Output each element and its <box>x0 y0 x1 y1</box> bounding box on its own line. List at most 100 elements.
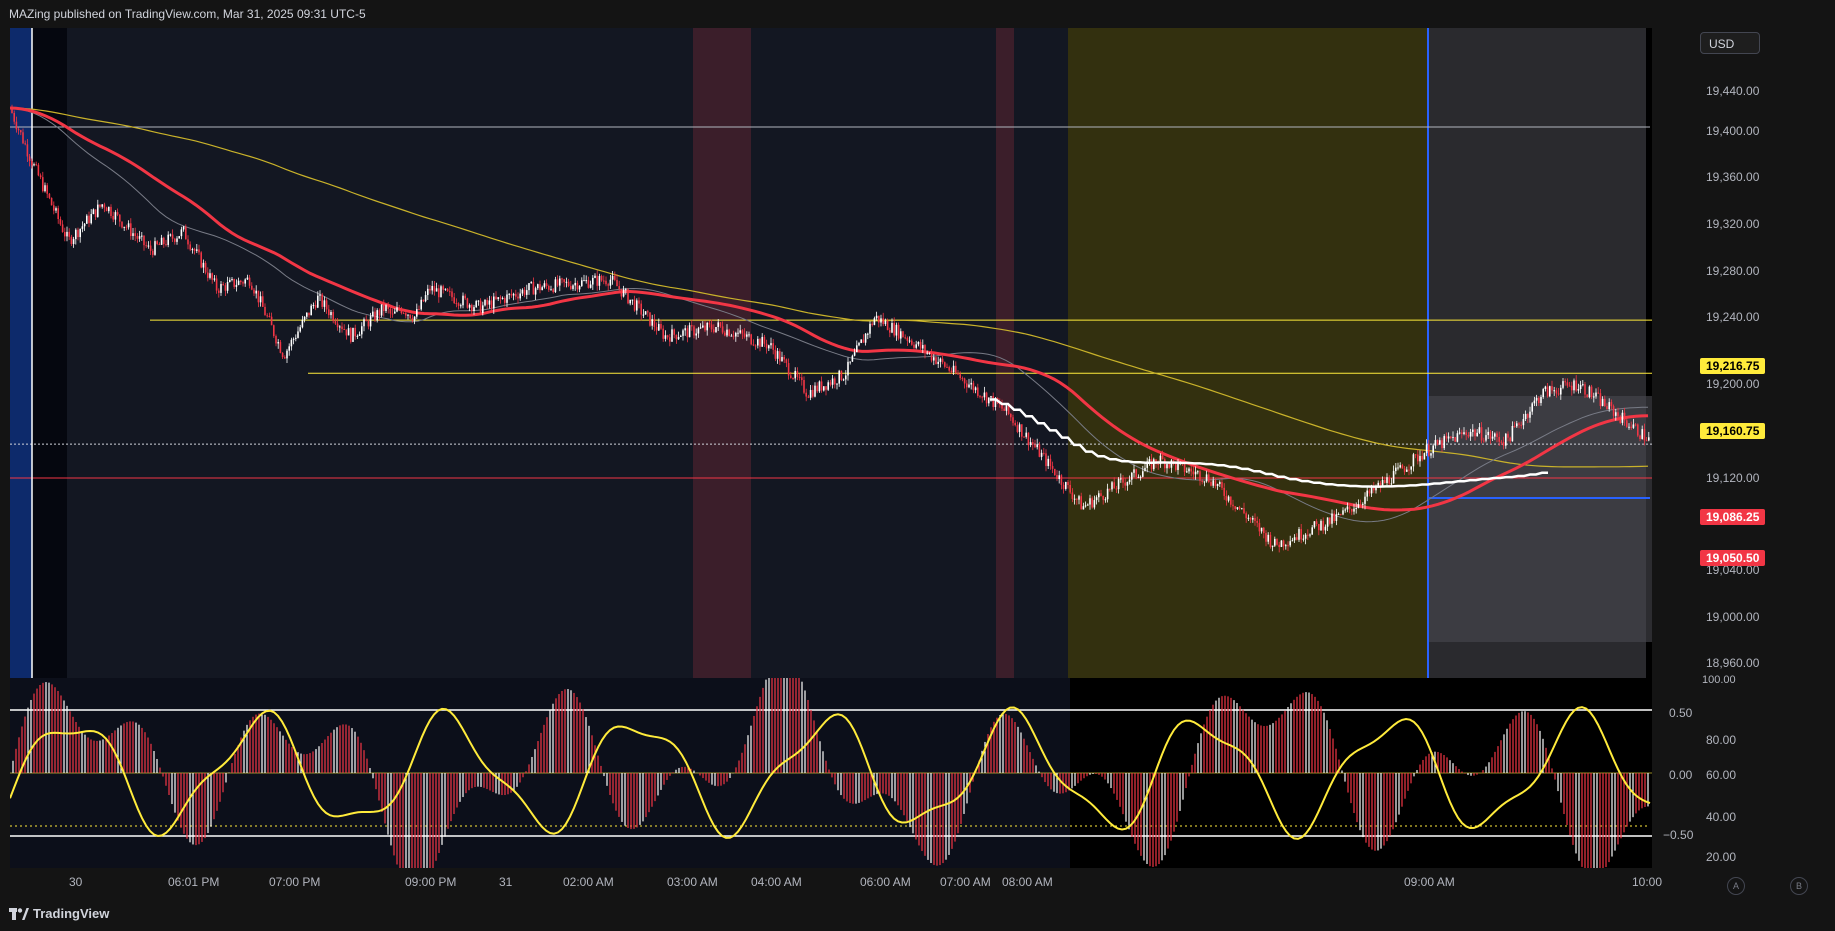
candle <box>466 297 469 309</box>
candle <box>1430 452 1432 459</box>
candle <box>1353 503 1355 515</box>
candle <box>792 377 794 380</box>
candle <box>748 331 750 338</box>
candle <box>1318 523 1320 536</box>
candle <box>105 206 108 212</box>
candle <box>1192 466 1195 480</box>
candle <box>1529 406 1531 423</box>
candle <box>878 315 880 328</box>
candle <box>856 340 858 353</box>
candle <box>1472 424 1474 437</box>
candle <box>1637 423 1639 438</box>
candle <box>433 281 436 296</box>
tradingview-logo[interactable]: TradingView <box>9 906 109 921</box>
candle <box>796 367 799 381</box>
price-chart[interactable] <box>10 28 1652 678</box>
candle <box>446 288 449 292</box>
candle <box>1544 385 1547 392</box>
price-tick: 19,280.00 <box>1706 264 1760 278</box>
log-scale-button[interactable]: B <box>1790 877 1808 895</box>
candle <box>961 376 964 382</box>
candle <box>570 280 572 291</box>
auto-scale-button[interactable]: A <box>1727 877 1745 895</box>
candle <box>565 277 568 288</box>
candle <box>900 328 902 344</box>
candle <box>1252 515 1254 523</box>
osc-tick-left: 0.50 <box>1669 706 1693 720</box>
oscillator-pane[interactable] <box>10 678 1652 868</box>
candle <box>1258 518 1261 537</box>
candle <box>1043 447 1045 456</box>
candle <box>1329 517 1331 526</box>
candle <box>1045 449 1047 472</box>
candle <box>257 290 260 308</box>
candle <box>147 241 150 249</box>
candle <box>1267 532 1269 545</box>
candle <box>288 343 290 356</box>
candle <box>1630 421 1632 430</box>
candle <box>121 221 123 229</box>
candle <box>391 308 394 318</box>
candle <box>1311 524 1313 535</box>
candle <box>99 204 101 209</box>
oscillator-svg[interactable] <box>10 678 1652 868</box>
candle <box>277 339 279 349</box>
candle <box>985 391 988 407</box>
candle <box>849 361 851 365</box>
candle <box>1489 430 1492 444</box>
candle <box>1474 428 1476 441</box>
candle <box>638 297 640 309</box>
candle <box>592 275 594 290</box>
candle <box>1243 502 1245 515</box>
candle <box>209 269 211 280</box>
candle <box>1362 502 1364 509</box>
candle <box>1641 425 1643 440</box>
candle <box>1450 436 1452 440</box>
candle <box>1102 495 1104 505</box>
candle <box>1535 394 1538 407</box>
candle <box>299 324 301 333</box>
candle <box>1038 441 1041 458</box>
candle <box>1073 494 1076 505</box>
price-chart-svg[interactable] <box>10 28 1652 678</box>
candle <box>1320 519 1322 532</box>
candle <box>1260 527 1263 534</box>
time-axis[interactable]: 30 06:01 PM 07:00 PM 09:00 PM 31 02:00 A… <box>10 868 1662 896</box>
candle <box>1291 537 1294 542</box>
candle <box>1194 466 1197 480</box>
candle <box>486 297 488 310</box>
price-axis[interactable]: USD 19,440.00 19,400.00 19,360.00 19,320… <box>1652 28 1835 868</box>
candle <box>1441 437 1443 452</box>
candle <box>1208 470 1210 484</box>
candle <box>1542 387 1544 399</box>
candle <box>609 275 612 289</box>
candle <box>963 377 966 389</box>
candle <box>306 312 308 320</box>
candle <box>1214 478 1217 489</box>
candle <box>809 384 812 401</box>
candle <box>125 224 128 231</box>
candle <box>770 337 772 349</box>
candle <box>581 277 583 288</box>
candle <box>130 218 132 240</box>
candle <box>1546 382 1549 398</box>
candle <box>677 331 680 341</box>
candle <box>873 316 876 326</box>
currency-button[interactable]: USD <box>1700 32 1760 54</box>
candle <box>1249 517 1252 523</box>
candle <box>1509 436 1511 444</box>
candle <box>653 314 656 332</box>
candle <box>1612 404 1615 422</box>
candle <box>79 228 81 243</box>
candle <box>968 378 970 389</box>
candle <box>944 361 946 369</box>
candle <box>57 205 59 224</box>
candle <box>504 296 506 307</box>
candle <box>959 371 961 381</box>
candle <box>119 214 121 227</box>
candle <box>684 325 686 336</box>
candle <box>1122 475 1124 488</box>
candle <box>510 289 513 298</box>
candle <box>314 300 317 311</box>
candle <box>411 314 414 323</box>
